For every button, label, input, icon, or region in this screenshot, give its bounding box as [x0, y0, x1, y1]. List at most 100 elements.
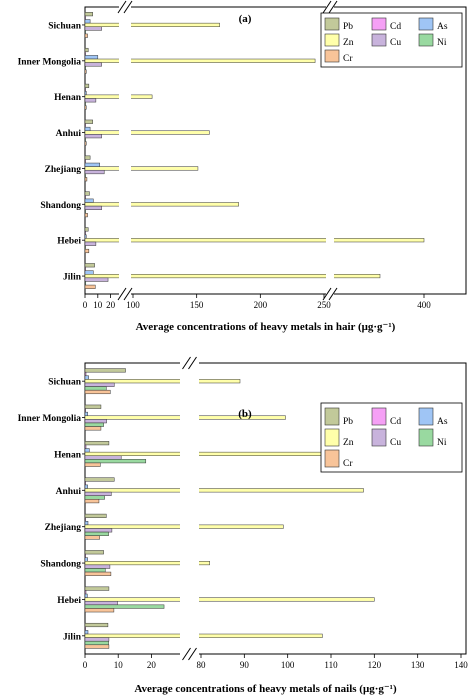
bar-pb — [84, 227, 89, 232]
bar-cu — [84, 491, 112, 496]
bar-as — [84, 593, 88, 598]
axis-break-mark — [328, 287, 338, 301]
legend-label: Cu — [390, 438, 401, 448]
bar-as — [84, 126, 91, 132]
category-label: Jilin — [63, 632, 82, 642]
axis-break-mark — [188, 647, 197, 661]
bar-pb — [84, 441, 110, 446]
bar-zn — [84, 238, 425, 243]
axis-break-mark — [117, 0, 127, 14]
panel-label: (b) — [238, 408, 252, 420]
bar-cr — [84, 248, 90, 254]
bar-pb — [84, 477, 115, 482]
category-label: Anhui — [56, 487, 82, 497]
bar-as — [84, 19, 91, 24]
legend: Pb Cd As Zn Cu Ni Cr — [320, 12, 463, 68]
axis-break-mark — [182, 356, 191, 370]
legend-label: Ni — [437, 438, 447, 448]
category-label: Sichuan — [48, 21, 81, 31]
x-tick-label: 150 — [190, 300, 204, 310]
x-tick-label: 400 — [417, 300, 431, 310]
x-tick-label: 120 — [368, 660, 382, 670]
legend-label: Cu — [390, 38, 401, 48]
bar-ni — [84, 65, 86, 71]
legend-swatch — [371, 407, 387, 426]
x-tick-label: 100 — [126, 300, 140, 310]
bar-ni — [84, 459, 147, 464]
category-label: Shandong — [40, 560, 81, 570]
axis-break-mark — [123, 287, 133, 301]
legend-label: Zn — [343, 438, 354, 448]
legend-label: Zn — [343, 38, 354, 48]
axis-break-gap — [180, 364, 199, 653]
bar-as — [84, 91, 87, 96]
bar-cr — [84, 389, 111, 395]
bar-as — [84, 448, 90, 453]
bar-as — [84, 484, 88, 489]
chart-panel-1: Sichuan Inner Mongolia Henan Anhui Zhejiang S… — [18, 0, 467, 333]
bar-zn — [84, 58, 316, 63]
bar-cr — [84, 213, 88, 218]
bar-cu — [84, 637, 110, 642]
bar-cr — [84, 141, 87, 146]
bar-zn — [84, 379, 241, 384]
bar-pb — [84, 586, 110, 591]
category-label: Zhejiang — [45, 165, 82, 175]
legend-frame — [320, 12, 463, 68]
bar-cd — [84, 553, 86, 558]
bar-cd — [84, 266, 86, 271]
legend-label: Pb — [343, 417, 353, 427]
bar-pb — [84, 12, 93, 17]
bar-cu — [84, 277, 109, 282]
legend-swatch — [324, 407, 340, 426]
axis-break-mark — [328, 0, 338, 14]
legend-swatch — [418, 17, 434, 31]
axis-break-gap — [326, 4, 334, 10]
bar-pb — [84, 155, 91, 160]
bar-ni — [84, 137, 86, 142]
bar-as — [84, 521, 89, 526]
legend-label: Cd — [390, 22, 401, 32]
x-tick-label: 80 — [197, 660, 207, 670]
bar-ni — [84, 101, 86, 106]
axis-break-mark — [322, 0, 332, 14]
bar-zn — [84, 202, 239, 207]
bar-cr — [84, 608, 115, 613]
category-label: Shandong — [40, 201, 81, 211]
bar-cr — [84, 105, 87, 110]
category-label: Hebei — [57, 596, 81, 606]
bar-cu — [84, 241, 97, 246]
bar-cd — [84, 195, 86, 200]
category-label: Anhui — [56, 129, 82, 139]
x-axis-label: Average concentrations of heavy metals o… — [134, 683, 397, 695]
bar-as — [84, 630, 89, 635]
bar-as — [84, 198, 94, 203]
bar-pb — [84, 47, 89, 53]
axis-break-gap — [326, 291, 334, 297]
bar-zn — [84, 561, 210, 566]
axis-break-gap — [180, 651, 199, 657]
bar-cu — [84, 205, 102, 210]
legend-swatch — [371, 33, 387, 47]
category-label: Zhejiang — [45, 523, 82, 533]
bar-cu — [84, 419, 107, 424]
category-label: Jilin — [63, 273, 82, 283]
legend-swatch — [324, 33, 340, 47]
panel-label: (a) — [239, 13, 252, 25]
x-tick-label: 20 — [147, 660, 157, 670]
bar-cr — [84, 499, 100, 504]
x-tick-label: 0 — [83, 300, 88, 310]
bar-cd — [84, 626, 86, 631]
bar-cr — [84, 426, 102, 431]
category-label: Sichuan — [48, 378, 81, 388]
bar-cr — [84, 177, 88, 182]
legend-swatch — [371, 17, 387, 31]
bar-ni — [84, 245, 86, 250]
axis-break-mark — [182, 647, 191, 661]
bar-cu — [84, 62, 102, 67]
bar-ni — [84, 422, 104, 427]
axis-break-gap — [119, 4, 131, 10]
legend-swatch — [418, 428, 434, 447]
bar-zn — [84, 633, 323, 638]
legend-swatch — [418, 33, 434, 47]
